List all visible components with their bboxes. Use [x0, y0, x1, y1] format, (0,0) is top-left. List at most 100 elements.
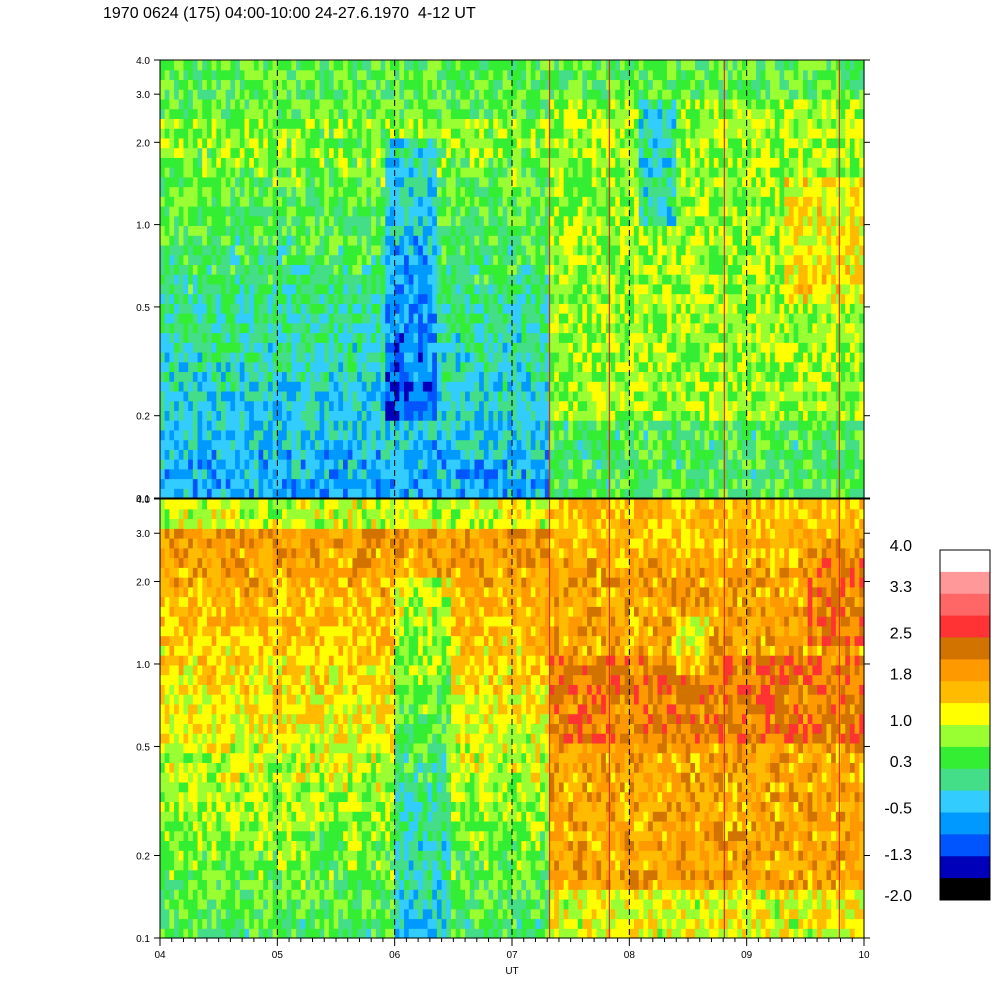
- heatmap-cell: [648, 196, 654, 207]
- heatmap-cell: [211, 274, 217, 285]
- heatmap-cell: [619, 254, 626, 265]
- heatmap-cell: [291, 147, 297, 158]
- heatmap-cell: [591, 410, 598, 421]
- heatmap-cell: [530, 293, 537, 304]
- heatmap-cell: [333, 225, 339, 236]
- heatmap-cell: [619, 225, 626, 236]
- heatmap-cell: [554, 478, 560, 489]
- heatmap-cell: [474, 147, 480, 158]
- heatmap-cell: [624, 410, 630, 421]
- heatmap-cell: [544, 215, 551, 227]
- heatmap-cell: [526, 488, 532, 499]
- heatmap-cell: [605, 352, 612, 363]
- heatmap-cell: [605, 410, 612, 421]
- heatmap-cell: [544, 176, 551, 188]
- heatmap-cell: [563, 89, 569, 100]
- heatmap-cell: [540, 478, 546, 489]
- heatmap-cell: [591, 147, 598, 158]
- heatmap-cell: [469, 264, 476, 275]
- heatmap-cell: [530, 79, 537, 90]
- heatmap-cell: [221, 468, 227, 480]
- heatmap-cell: [605, 439, 612, 450]
- heatmap-cell: [206, 264, 213, 275]
- heatmap-cell: [615, 293, 621, 304]
- heatmap-cell: [591, 293, 598, 304]
- heatmap-cell: [657, 468, 663, 480]
- heatmap-cell: [216, 371, 222, 382]
- heatmap-cell: [469, 215, 476, 227]
- heatmap-cell: [469, 147, 476, 158]
- heatmap-cell: [493, 332, 499, 343]
- heatmap-cell: [648, 206, 654, 217]
- heatmap-cell: [638, 400, 645, 411]
- heatmap-cell: [361, 147, 368, 158]
- heatmap-cell: [634, 264, 640, 275]
- heatmap-cell: [516, 459, 522, 470]
- heatmap-cell: [357, 488, 363, 499]
- heatmap-cell: [328, 488, 335, 499]
- heatmap-cell: [319, 118, 325, 129]
- heatmap-cell: [573, 293, 579, 304]
- heatmap-cell: [544, 60, 551, 71]
- heatmap-cell: [249, 274, 255, 285]
- heatmap-cell: [267, 147, 274, 158]
- heatmap-cell: [573, 449, 579, 460]
- heatmap-cell: [291, 225, 297, 236]
- heatmap-cell: [197, 264, 203, 275]
- heatmap-cell: [577, 322, 583, 334]
- heatmap-cell: [211, 118, 217, 129]
- heatmap-cell: [272, 254, 278, 265]
- heatmap-cell: [493, 235, 499, 246]
- heatmap-cell: [441, 118, 447, 129]
- heatmap-cell: [282, 225, 288, 236]
- heatmap-cell: [291, 468, 297, 480]
- heatmap-cell: [619, 196, 626, 207]
- heatmap-cell: [380, 206, 386, 217]
- heatmap-cell: [497, 264, 504, 275]
- heatmap-cell: [230, 488, 236, 499]
- heatmap-cell: [221, 293, 227, 304]
- heatmap-cell: [526, 206, 532, 217]
- heatmap-cell: [512, 420, 518, 431]
- heatmap-cell: [352, 244, 358, 256]
- heatmap-cell: [469, 313, 476, 324]
- heatmap-cell: [343, 293, 349, 304]
- heatmap-cell: [512, 361, 518, 373]
- heatmap-cell: [343, 478, 349, 489]
- heatmap-cell: [652, 322, 659, 334]
- heatmap-cell: [427, 429, 433, 441]
- heatmap-cell: [202, 167, 208, 178]
- heatmap-cell: [554, 206, 560, 217]
- heatmap-cell: [446, 79, 452, 90]
- heatmap-cell: [493, 186, 499, 197]
- heatmap-cell: [225, 420, 231, 431]
- heatmap-cell: [380, 89, 386, 100]
- heatmap-cell: [657, 225, 663, 236]
- heatmap-cell: [671, 459, 677, 470]
- heatmap-cell: [230, 79, 236, 90]
- heatmap-cell: [352, 225, 358, 236]
- heatmap-cell: [216, 254, 222, 265]
- heatmap-cell: [221, 410, 227, 421]
- heatmap-cell: [211, 235, 217, 246]
- heatmap-cell: [601, 449, 607, 460]
- heatmap-cell: [648, 283, 654, 295]
- heatmap-cell: [573, 196, 579, 207]
- heatmap-cell: [512, 459, 518, 470]
- heatmap-cell: [169, 332, 175, 343]
- heatmap-cell: [432, 274, 438, 285]
- heatmap-cell: [558, 206, 565, 217]
- heatmap-cell: [371, 69, 377, 81]
- heatmap-cell: [305, 69, 311, 81]
- heatmap-cell: [394, 488, 400, 499]
- heatmap-cell: [178, 342, 185, 353]
- heatmap-cell: [563, 244, 569, 256]
- heatmap-cell: [211, 390, 217, 402]
- heatmap-cell: [455, 157, 461, 168]
- heatmap-cell: [338, 332, 344, 343]
- heatmap-cell: [310, 488, 316, 499]
- heatmap-cell: [573, 410, 579, 421]
- heatmap-cell: [338, 235, 344, 246]
- heatmap-cell: [399, 352, 405, 363]
- heatmap-cell: [413, 157, 419, 168]
